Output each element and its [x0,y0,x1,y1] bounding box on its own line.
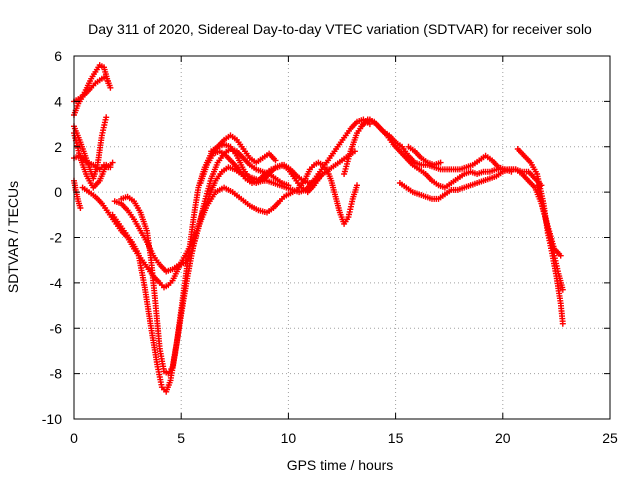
y-axis-title: SDTVAR / TECUs [5,181,21,293]
y-tick-label: 4 [54,93,62,109]
data-point-plus [559,286,566,293]
y-tick-label: -8 [50,366,63,382]
y-tick-label: -2 [50,230,63,246]
series-sat-q [534,182,566,293]
series-sat-f [71,130,114,191]
data-point-plus [103,114,110,121]
y-tick-label: -6 [50,320,63,336]
x-tick-label: 25 [602,430,618,446]
x-tick-label: 0 [70,430,78,446]
data-series [71,62,566,395]
data-point-plus [77,205,84,211]
data-point-plus [557,252,564,259]
series-sat-o [396,166,545,202]
data-point-plus [354,182,360,189]
y-tick-label: -10 [42,411,62,427]
series-sat-k [197,148,358,186]
y-tick-label: 2 [54,139,62,155]
data-point-plus [437,159,444,166]
x-tick-label: 20 [495,430,511,446]
data-point-plus [285,182,292,189]
data-point-plus [272,157,279,164]
data-point-plus [109,159,116,166]
grid-lines [74,56,610,419]
axis-ticks: 0 5 10 15 20 25 -10 -8 -6 -4 -2 0 2 4 6 [42,48,618,446]
data-point-plus [559,320,566,327]
x-axis-title: GPS time / hours [287,457,394,473]
x-tick-label: 5 [177,430,185,446]
data-point-plus [107,84,114,91]
series-sat-e [71,114,110,182]
y-tick-label: 6 [54,48,62,64]
x-tick-label: 10 [281,430,297,446]
series-sat-l [208,132,279,166]
data-point-plus [107,164,114,171]
y-tick-label: -4 [50,275,63,291]
x-tick-label: 15 [388,430,404,446]
y-tick-label: 0 [54,184,62,200]
chart-title: Day 311 of 2020, Sidereal Day-to-day VTE… [88,21,592,37]
series-sat-r [405,143,444,168]
